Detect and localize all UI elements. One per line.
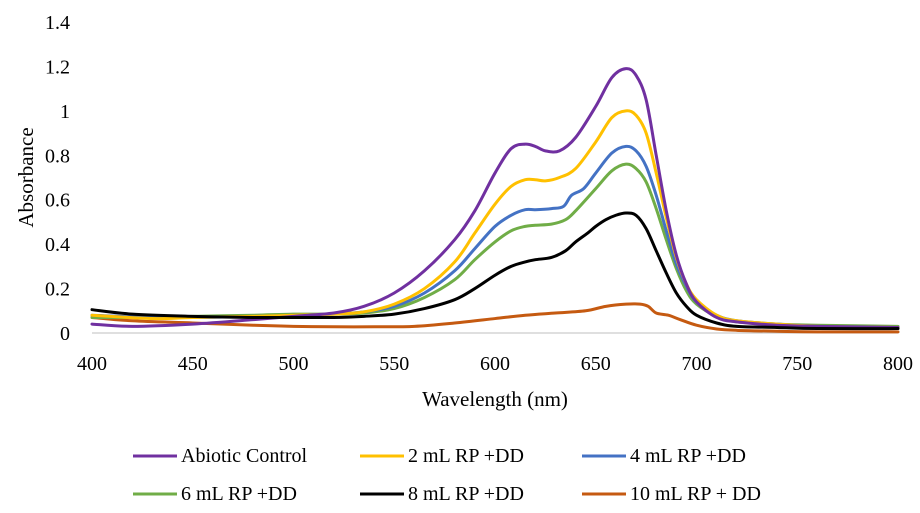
y-tick-label: 1.4	[45, 12, 70, 34]
y-tick-label: 0.2	[45, 279, 70, 301]
y-tick-label: 0	[60, 323, 70, 345]
chart-legend: Abiotic Control 2 mL RP +DD 4 mL RP +DD 6 m…	[133, 445, 761, 505]
legend-label: 4 mL RP +DD	[630, 445, 746, 467]
series-layer	[90, 67, 900, 334]
x-axis-ticks: 400 450 500 550 600 650 700 750 800	[77, 353, 913, 375]
x-tick-label: 700	[682, 353, 712, 375]
x-tick-label: 500	[279, 353, 309, 375]
legend-label: 10 mL RP + DD	[630, 483, 761, 505]
x-axis-title: Wavelength (nm)	[422, 387, 568, 411]
legend-item: 10 mL RP + DD	[582, 483, 761, 505]
series-line-6	[90, 302, 900, 334]
x-tick-label: 750	[782, 353, 812, 375]
series-line-4	[90, 162, 900, 328]
legend-label: 8 mL RP +DD	[408, 483, 524, 505]
y-axis-title: Absorbance	[14, 127, 38, 227]
x-tick-label: 600	[480, 353, 510, 375]
series-line-1	[90, 67, 900, 329]
legend-item: 4 mL RP +DD	[582, 445, 746, 467]
y-axis-ticks: 0 0.2 0.4 0.6 0.8 1 1.2 1.4	[45, 12, 70, 345]
legend-item: 8 mL RP +DD	[360, 483, 524, 505]
x-tick-label: 800	[883, 353, 913, 375]
y-tick-label: 0.4	[45, 234, 70, 256]
x-tick-label: 550	[379, 353, 409, 375]
y-tick-label: 0.8	[45, 145, 70, 167]
legend-label: Abiotic Control	[181, 445, 308, 467]
legend-item: Abiotic Control	[133, 445, 308, 467]
y-tick-label: 1.2	[45, 56, 70, 78]
legend-item: 2 mL RP +DD	[360, 445, 524, 467]
legend-label: 2 mL RP +DD	[408, 445, 524, 467]
y-tick-label: 1	[60, 101, 70, 123]
series-line-5	[90, 211, 900, 331]
x-tick-label: 450	[178, 353, 208, 375]
y-tick-label: 0.6	[45, 190, 70, 212]
x-tick-label: 650	[581, 353, 611, 375]
legend-label: 6 mL RP +DD	[181, 483, 297, 505]
x-tick-label: 400	[77, 353, 107, 375]
series-line-2	[90, 109, 900, 329]
legend-item: 6 mL RP +DD	[133, 483, 297, 505]
